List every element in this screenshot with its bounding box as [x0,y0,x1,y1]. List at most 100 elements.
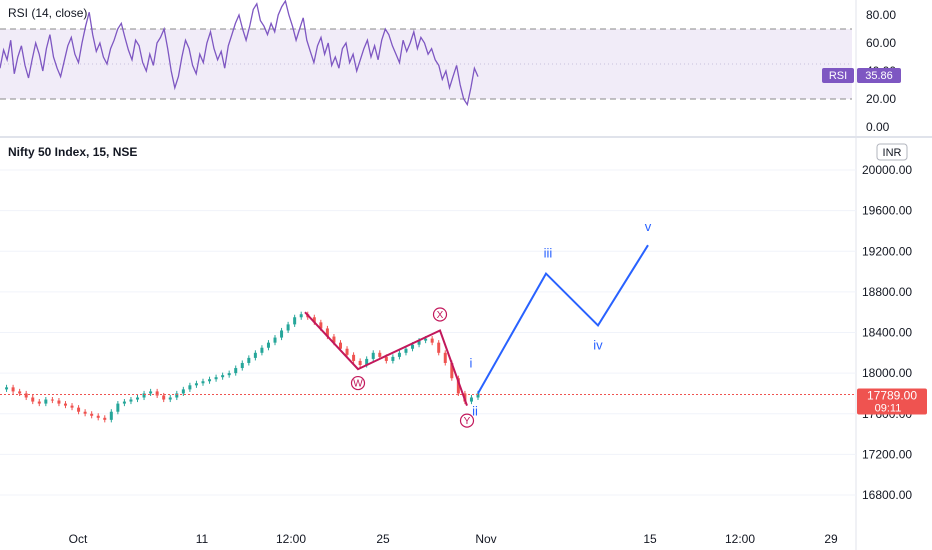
candle-body [397,352,401,357]
candle-body [260,347,264,353]
candle-body [293,317,297,325]
price-tick-label: 18800.00 [862,285,912,299]
candle-body [63,403,67,406]
candle-body [266,342,270,348]
corrective-path [304,311,468,406]
candle-body [273,337,277,343]
price-title: Nifty 50 Index, 15, NSE [8,145,137,159]
candle-body [175,393,179,398]
rsi-tick-label: 60.00 [866,36,896,50]
candle-body [168,397,172,400]
time-tick-label: 15 [643,532,657,546]
candle-body [443,352,447,363]
candle-body [365,358,369,365]
candle-body [188,385,192,390]
candle-body [247,357,251,363]
candle-body [142,393,146,398]
candle-body [469,397,473,402]
rsi-badge: RSI 35.86 [822,68,901,83]
impulse-path [477,244,649,394]
candle-body [371,352,375,359]
rsi-tick-label: 0.00 [866,120,890,134]
corrective-wave-label: X [437,310,444,321]
price-tick-label: 20000.00 [862,163,912,177]
price-tick-label: 19600.00 [862,204,912,218]
candle-body [312,317,316,323]
impulse-wave-label: ii [472,403,478,418]
last-price-value: 17789.00 [867,389,917,403]
candle-body [358,360,362,365]
price-tick-label: 16800.00 [862,488,912,502]
candle-body [338,342,342,349]
corrective-wave-label: Y [464,416,471,427]
candle-body [24,393,28,398]
candle-body [456,378,460,394]
candle-body [208,379,212,382]
rsi-tick-label: 20.00 [866,92,896,106]
time-tick-label: Oct [69,532,88,546]
candle-body [136,397,140,400]
candle-body [77,407,81,412]
candle-body [378,352,382,357]
candle-body [37,401,41,404]
candle-body [214,377,218,380]
impulse-wave-label: iv [593,337,603,352]
price-tick-label: 18400.00 [862,326,912,340]
candle-body [280,330,284,338]
rsi-line [0,0,479,107]
rsi-band [0,29,852,99]
price-tick-label: 17200.00 [862,447,912,461]
price-tick-label: 19200.00 [862,244,912,258]
candle-body [50,399,54,401]
impulse-wave-label: i [470,355,473,370]
currency-badge[interactable]: INR [876,143,908,161]
price-axis: 20000.00 19600.00 19200.00 18800.00 18400.00… [862,163,912,502]
candle-body [430,338,434,343]
time-tick-label: 29 [824,532,838,546]
candle-body [83,411,87,414]
rsi-badge-value: 35.86 [865,70,893,82]
time-tick-label: 12:00 [276,532,306,546]
candle-body [31,397,35,402]
time-axis: Oct 11 12:00 25 Nov 15 12:00 29 [69,532,838,546]
candle-body [201,381,205,384]
candle-body [411,344,415,349]
candle-body [70,405,74,408]
last-price-badge: 17789.00 09:11 [857,388,927,415]
candle-body [450,362,454,379]
candle-body [345,348,349,355]
candle-body [352,354,356,361]
candle-body [90,413,94,416]
rsi-title: RSI (14, close) [8,6,87,20]
time-tick-label: Nov [475,532,496,546]
time-tick-label: 25 [376,532,390,546]
candle-body [384,356,388,361]
wave-label-circle [459,413,475,428]
candle-body [57,400,61,404]
candle-body [129,399,133,402]
candle-body [11,387,15,392]
candle-body [149,391,153,394]
candle-body [181,389,185,394]
candle-body [417,340,421,345]
candle-body [227,373,231,376]
impulse-wave-label: iii [544,246,553,261]
candle-body [96,415,100,418]
candle-body [325,328,329,337]
candle-body [194,383,198,386]
candle-body [116,403,120,412]
candle-body [122,401,126,404]
price-candles [5,311,480,423]
candle-body [253,352,257,358]
candle-body [240,362,244,369]
currency-label: INR [883,147,902,159]
rsi-series [0,0,479,107]
candle-body [404,348,408,353]
candle-body [319,322,323,329]
candle-body [286,324,290,331]
candle-body [162,395,166,400]
candle-body [44,399,48,404]
